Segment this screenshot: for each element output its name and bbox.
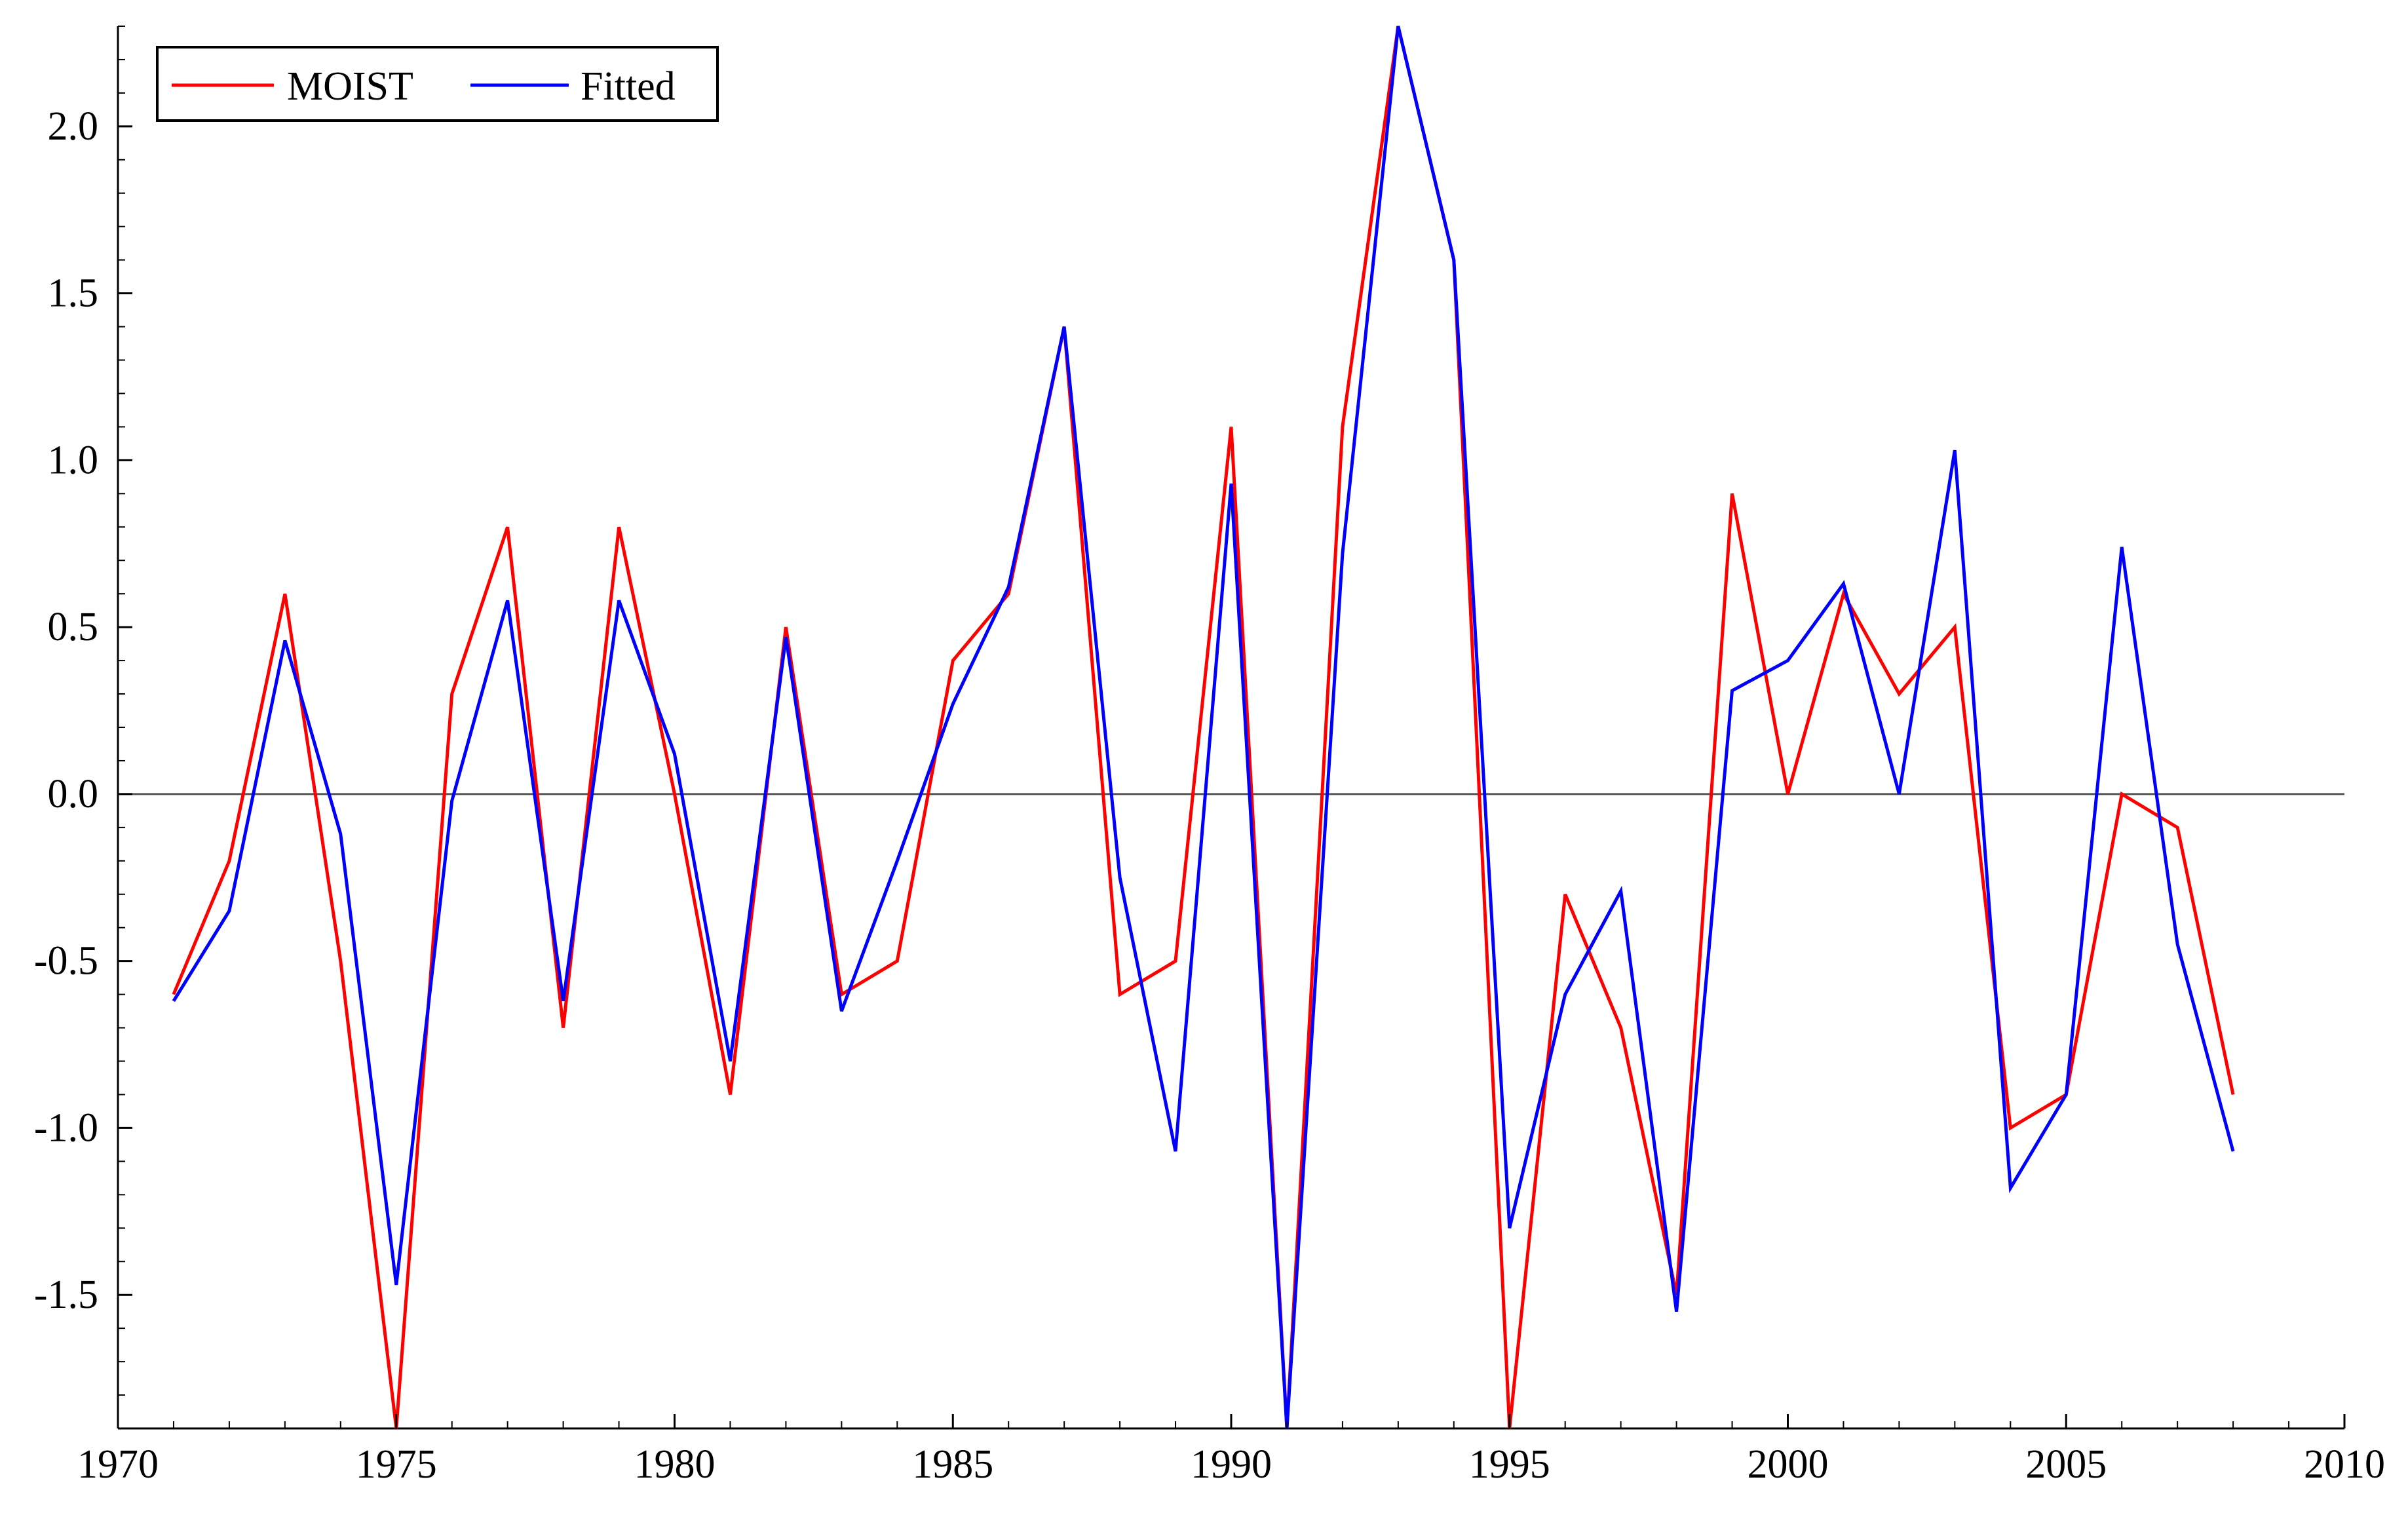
y-tick-label: -0.5 bbox=[34, 939, 98, 984]
series-line-fitted bbox=[172, 26, 2235, 1429]
legend: MOIST Fitted bbox=[156, 46, 719, 122]
x-tick-label: 1995 bbox=[1469, 1442, 1550, 1487]
y-tick-label: 1.0 bbox=[48, 438, 99, 482]
legend-label-moist: MOIST bbox=[287, 64, 413, 109]
series-layer bbox=[172, 26, 2235, 1429]
legend-label-fitted: Fitted bbox=[581, 64, 676, 109]
y-tick-label: -1.5 bbox=[34, 1272, 98, 1317]
y-tick-label: 1.5 bbox=[48, 271, 99, 316]
y-tick-label: 0.5 bbox=[48, 605, 99, 649]
x-axis: 1970 1975 1980 1985 1990 1995 2000 2005 2010 bbox=[77, 1414, 2385, 1487]
x-tick-label: 2000 bbox=[1748, 1442, 1829, 1487]
x-tick-label: 1980 bbox=[634, 1442, 716, 1487]
x-tick-label: 1990 bbox=[1191, 1442, 1272, 1487]
y-axis: -1.5 -1.0 -0.5 0.0 0.5 1.0 1.5 2.0 bbox=[34, 26, 132, 1429]
x-tick-label: 1975 bbox=[356, 1442, 437, 1487]
x-tick-label: 1985 bbox=[912, 1442, 993, 1487]
x-tick-label: 2005 bbox=[2025, 1442, 2107, 1487]
y-tick-label: 2.0 bbox=[48, 104, 99, 149]
x-tick-label: 2010 bbox=[2304, 1442, 2385, 1487]
y-tick-label: -1.0 bbox=[34, 1105, 98, 1150]
y-tick-label: 0.0 bbox=[48, 772, 99, 816]
series-line-moist bbox=[172, 26, 2235, 1429]
x-tick-label: 1970 bbox=[77, 1442, 159, 1487]
